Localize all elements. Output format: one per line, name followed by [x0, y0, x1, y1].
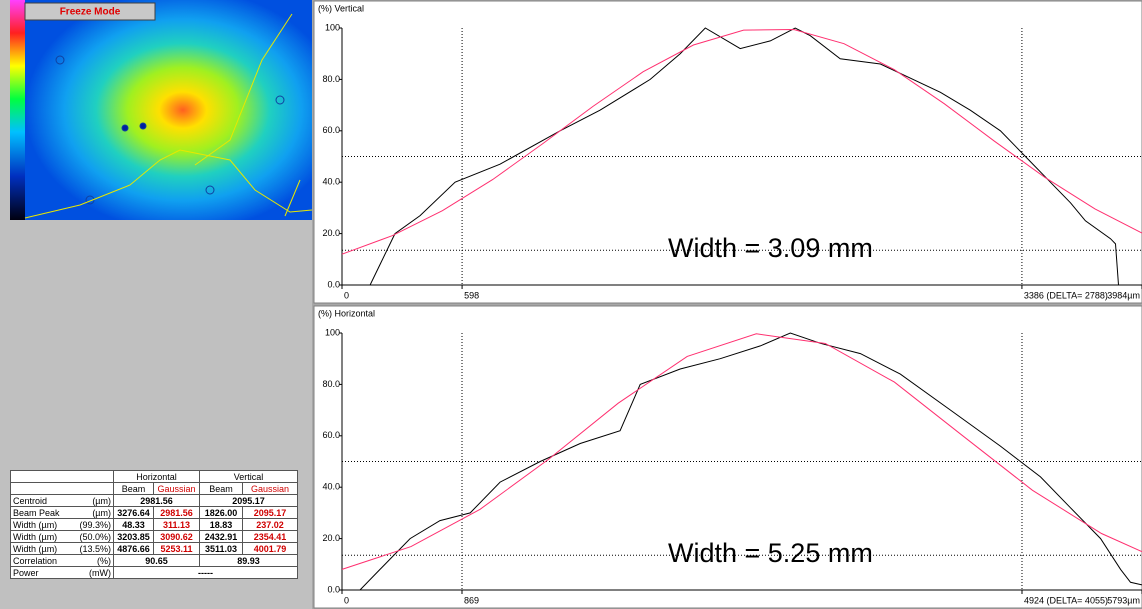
value-cell: 2981.56: [114, 495, 200, 507]
row-label: Centroid: [13, 496, 47, 506]
value-cell: 1826.00: [200, 507, 243, 519]
color-scale: [10, 0, 25, 220]
y-tick-label: 0.0: [327, 279, 340, 289]
row-unit: (50.0%): [79, 532, 111, 542]
value-cell: 2354.41: [243, 531, 298, 543]
column-header: Beam: [200, 483, 243, 495]
value-cell: 90.65: [114, 555, 200, 567]
y-tick-label: 20.0: [322, 533, 340, 543]
y-tick-label: 100: [325, 327, 340, 337]
column-header: Beam: [114, 483, 154, 495]
label-wrap: Width (µm) (50.0%): [13, 532, 111, 542]
app-window: Freeze Mode (%) Vertical 0.0 20.0 40.0 60.0 8…: [0, 0, 1142, 609]
y-tick-label: 60.0: [322, 125, 340, 135]
y-tick-label: 80.0: [322, 74, 340, 84]
label-wrap: Power (mW): [13, 568, 111, 578]
row-unit: (µm): [92, 496, 111, 506]
row-label: Correlation: [13, 556, 57, 566]
label-wrap: Beam Peak (µm): [13, 508, 111, 518]
corner-cell: [11, 483, 114, 495]
column-header: Gaussian: [154, 483, 200, 495]
value-cell: 237.02: [243, 519, 298, 531]
value-cell: 5253.11: [154, 543, 200, 555]
row-label: Width (µm) (99.3%): [11, 519, 114, 531]
value-cell: 3276.64: [114, 507, 154, 519]
row-unit: (99.3%): [79, 520, 111, 530]
value-cell: 48.33: [114, 519, 154, 531]
row-label: Width (µm) (13.5%): [11, 543, 114, 555]
row-label: Power: [13, 568, 39, 578]
width-annotation: Width = 3.09 mm: [668, 233, 873, 263]
label-wrap: Width (µm) (13.5%): [13, 544, 111, 554]
group-header: Horizontal: [114, 471, 200, 483]
value-cell: -----: [114, 567, 298, 579]
row-label: Width (µm): [13, 520, 57, 530]
y-axis-label: (%) Vertical: [318, 3, 364, 13]
value-cell: 4001.79: [243, 543, 298, 555]
x-tick-label: 4924 (DELTA= 4055): [1024, 595, 1108, 605]
value-cell: 311.13: [154, 519, 200, 531]
value-cell: 4876.66: [114, 543, 154, 555]
row-unit: (13.5%): [79, 544, 111, 554]
value-cell: 3203.85: [114, 531, 154, 543]
label-wrap: Correlation (%): [13, 556, 111, 566]
value-cell: 89.93: [200, 555, 298, 567]
row-label: Correlation (%): [11, 555, 114, 567]
label-wrap: Centroid (µm): [13, 496, 111, 506]
y-tick-label: 0.0: [327, 584, 340, 594]
x-tick-label: 598: [464, 290, 479, 300]
row-label: Width (µm): [13, 544, 57, 554]
freeze-mode-label: Freeze Mode: [60, 7, 121, 18]
corner-cell: [11, 471, 114, 483]
value-cell: 18.83: [200, 519, 243, 531]
row-unit: (mW): [89, 568, 111, 578]
value-cell: 2432.91: [200, 531, 243, 543]
row-label: Centroid (µm): [11, 495, 114, 507]
x-tick-label: 0: [344, 595, 349, 605]
row-unit: (µm): [92, 508, 111, 518]
table-row: Power (mW)-----: [11, 567, 298, 579]
x-tick-label: 869: [464, 595, 479, 605]
label-wrap: Width (µm) (99.3%): [13, 520, 111, 530]
row-label: Width (µm) (50.0%): [11, 531, 114, 543]
beam-image: [25, 0, 312, 220]
y-tick-label: 40.0: [322, 482, 340, 492]
x-tick-label: 3386 (DELTA= 2788): [1024, 290, 1108, 300]
x-tick-label: 5793µm: [1107, 595, 1140, 605]
row-label: Width (µm): [13, 532, 57, 542]
y-tick-label: 80.0: [322, 379, 340, 389]
y-tick-label: 100: [325, 22, 340, 32]
row-unit: (%): [97, 556, 111, 566]
x-tick-label: 3984µm: [1107, 290, 1140, 300]
row-label: Power (mW): [11, 567, 114, 579]
y-tick-label: 40.0: [322, 177, 340, 187]
y-axis-label: (%) Horizontal: [318, 308, 375, 318]
y-tick-label: 20.0: [322, 228, 340, 238]
row-label: Beam Peak: [13, 508, 60, 518]
y-tick-label: 60.0: [322, 430, 340, 440]
width-annotation: Width = 5.25 mm: [668, 538, 873, 568]
row-label: Beam Peak (µm): [11, 507, 114, 519]
x-tick-label: 0: [344, 290, 349, 300]
value-cell: 3090.62: [154, 531, 200, 543]
value-cell: 2981.56: [154, 507, 200, 519]
column-header: Gaussian: [243, 483, 298, 495]
value-cell: 2095.17: [200, 495, 298, 507]
value-cell: 3511.03: [200, 543, 243, 555]
value-cell: 2095.17: [243, 507, 298, 519]
group-header: Vertical: [200, 471, 298, 483]
